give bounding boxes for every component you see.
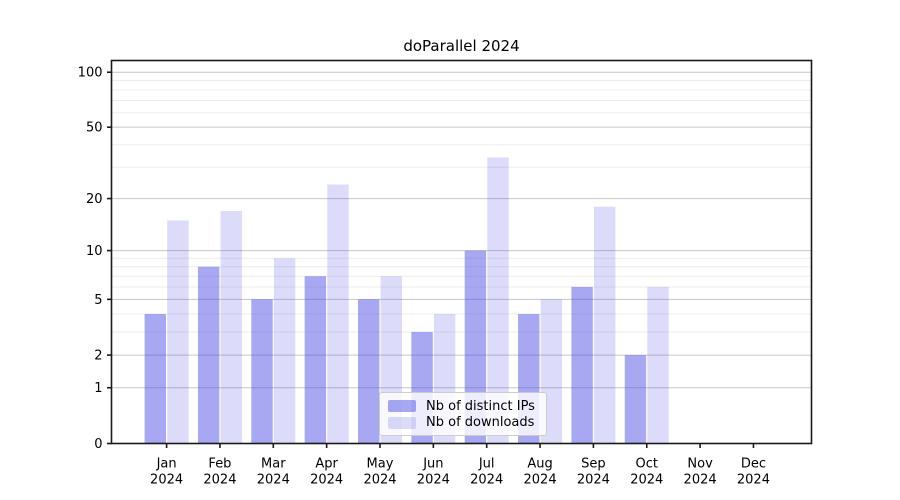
x-tick-label: May 2024 xyxy=(363,457,396,488)
bar-distinct-ips xyxy=(304,276,327,444)
legend-swatch-downloads xyxy=(388,416,416,429)
x-tick-label: Feb 2024 xyxy=(203,457,236,488)
bar-downloads xyxy=(594,206,616,444)
y-tick-label: 100 xyxy=(78,66,103,81)
bar-distinct-ips xyxy=(197,266,220,444)
x-tick-label: Oct 2024 xyxy=(630,457,663,488)
chart-title: doParallel 2024 xyxy=(403,37,520,55)
y-tick-label: 50 xyxy=(86,121,103,136)
y-tick-label: 0 xyxy=(94,437,102,452)
x-tick-label: Dec 2024 xyxy=(737,457,770,488)
y-tick-label: 5 xyxy=(94,293,102,308)
x-tick-label: Nov 2024 xyxy=(684,457,717,488)
legend-row-downloads: Nb of downloads xyxy=(388,415,538,432)
plot-border xyxy=(110,59,813,445)
bar-downloads xyxy=(487,157,509,444)
y-tick-label: 1 xyxy=(94,381,102,396)
bar-distinct-ips xyxy=(358,299,380,444)
y-tick-label: 2 xyxy=(94,349,102,364)
bar-distinct-ips xyxy=(144,314,166,444)
bar-downloads xyxy=(647,286,669,444)
x-tick-label: Mar 2024 xyxy=(257,457,290,488)
x-tick-label: Aug 2024 xyxy=(524,457,557,488)
bar-distinct-ips xyxy=(624,355,647,444)
x-tick-label: Sep 2024 xyxy=(577,457,610,488)
bar-downloads xyxy=(327,184,349,444)
legend-row-ips: Nb of distinct IPs xyxy=(388,398,538,415)
legend-label-downloads: Nb of downloads xyxy=(426,415,535,431)
x-tick-label: Jul 2024 xyxy=(470,457,503,488)
legend: Nb of distinct IPs Nb of downloads xyxy=(379,392,547,436)
bar-distinct-ips xyxy=(571,286,593,444)
y-tick-label: 20 xyxy=(86,192,103,207)
bar-downloads xyxy=(167,220,189,444)
bar-downloads xyxy=(273,258,296,444)
x-tick-label: Jan 2024 xyxy=(150,457,183,488)
y-tick-label: 10 xyxy=(86,244,103,259)
x-tick-label: Jun 2024 xyxy=(417,457,450,488)
bar-downloads xyxy=(220,210,242,444)
x-tick-label: Apr 2024 xyxy=(310,457,343,488)
bar-distinct-ips xyxy=(251,299,273,444)
legend-label-ips: Nb of distinct IPs xyxy=(426,398,535,414)
legend-swatch-ips xyxy=(388,400,416,413)
